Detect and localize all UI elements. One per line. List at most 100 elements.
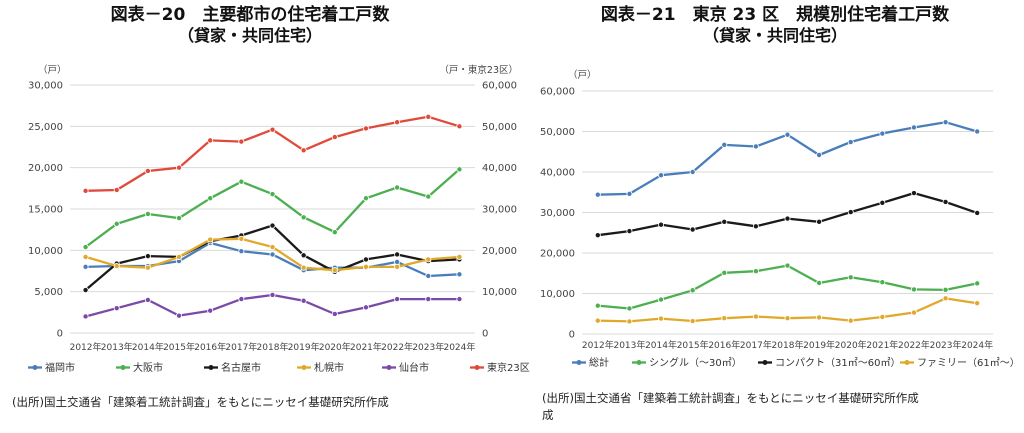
series-line-sendai	[85, 293, 460, 318]
x-tick-label: 2016年	[194, 341, 226, 353]
data-point	[82, 253, 89, 260]
data-point	[300, 297, 307, 304]
data-point	[974, 128, 981, 135]
data-point	[879, 279, 886, 286]
data-point	[82, 287, 89, 294]
data-point	[816, 218, 823, 225]
y-tick-label: 40,000	[540, 168, 575, 179]
legend-item-tokyo: 東京23区	[470, 361, 530, 374]
data-point	[784, 315, 791, 322]
x-tick-label: 2014年	[132, 341, 164, 353]
y-tick-label: 0	[57, 329, 63, 340]
y2-tick-label: 20,000	[482, 246, 517, 257]
series-nagoya	[82, 222, 463, 294]
x-tick-label: 2017年	[225, 341, 257, 353]
data-point	[658, 296, 665, 303]
data-point	[207, 137, 214, 144]
data-point	[658, 315, 665, 322]
y-tick-label: 30,000	[540, 208, 575, 219]
legend-marker	[474, 365, 480, 370]
series-line-osaka	[84, 168, 461, 248]
data-point	[626, 305, 633, 312]
y-tick-label: 60,000	[540, 87, 575, 98]
x-tick-label: 2021年	[350, 341, 382, 353]
data-point	[626, 318, 633, 325]
data-point	[879, 199, 886, 206]
data-point	[910, 309, 917, 316]
legend-label: 総計	[589, 356, 609, 369]
x-tick-label: 2018年	[257, 341, 289, 353]
data-point	[113, 186, 120, 193]
data-point	[974, 209, 981, 216]
data-point	[626, 228, 633, 235]
data-point	[300, 252, 307, 259]
series-osaka	[82, 166, 463, 251]
data-point	[721, 141, 728, 148]
legend-item-compact: コンパクト（31㎡～60㎡）	[758, 357, 900, 369]
data-point	[331, 267, 338, 274]
data-point	[176, 312, 183, 319]
legend-item-sapporo: 札幌市	[297, 361, 344, 374]
legend-item-osaka: 大阪市	[116, 361, 163, 374]
data-point	[910, 190, 917, 197]
y-tick-label: 20,000	[28, 163, 63, 174]
legend-label: 名古屋市	[221, 361, 261, 374]
data-point	[82, 263, 89, 270]
chart21-subtitle: （貸家・共同住宅）	[703, 26, 847, 45]
data-point	[113, 263, 120, 270]
data-point	[82, 313, 89, 320]
series-family	[594, 295, 981, 325]
legend-label: 札幌市	[314, 361, 344, 374]
data-point	[425, 272, 432, 279]
y-tick-label: 0	[569, 330, 575, 341]
data-point	[394, 263, 401, 270]
legend-label: ファミリー（61㎡～）	[917, 357, 1020, 369]
data-point	[238, 296, 245, 303]
legend-label: 大阪市	[133, 361, 163, 374]
chart20-plot: 0 5,000 10,000 15,000 20,000 25,000 30,000 0 10,…	[28, 81, 530, 374]
legend-marker	[301, 365, 307, 370]
y-tick-label: 10,000	[540, 289, 575, 300]
data-point	[816, 314, 823, 321]
legend-marker	[636, 360, 642, 365]
legend-label: コンパクト（31㎡～60㎡）	[775, 357, 900, 369]
data-point	[942, 119, 949, 126]
series-single	[594, 262, 981, 312]
x-tick-label: 2024年	[443, 341, 475, 353]
x-tick-label: 2023年	[412, 341, 444, 353]
series-sapporo	[82, 235, 463, 274]
data-point	[144, 253, 151, 260]
data-point	[394, 296, 401, 303]
data-point	[847, 317, 854, 324]
legend-marker	[120, 365, 126, 370]
data-point	[658, 172, 665, 179]
legend-marker	[208, 365, 214, 370]
data-point	[300, 214, 307, 221]
data-point	[394, 184, 401, 191]
data-point	[269, 126, 276, 133]
data-point	[456, 271, 463, 278]
legend-label: 福岡市	[45, 361, 75, 374]
series-compact	[594, 190, 981, 239]
data-point	[113, 220, 120, 227]
data-point	[238, 248, 245, 255]
legend-label: 東京23区	[487, 361, 530, 374]
y-tick-label: 50,000	[540, 127, 575, 138]
y2-tick-label: 0	[482, 329, 488, 340]
data-point	[82, 187, 89, 194]
data-point	[425, 256, 432, 263]
chart21-source-line-1: (出所)国土交通省「建築着工統計調査」をもとにニッセイ基礎研究所作成	[542, 391, 919, 405]
data-point	[721, 315, 728, 322]
data-point	[331, 310, 338, 317]
x-tick-label: 2015年	[163, 341, 195, 353]
data-point	[456, 166, 463, 173]
data-point	[456, 296, 463, 303]
legend-item-family: ファミリー（61㎡～）	[900, 357, 1020, 369]
data-point	[176, 215, 183, 222]
series-line-single	[597, 264, 978, 310]
data-point	[689, 287, 696, 294]
data-point	[300, 147, 307, 154]
x-tick-label: 2018年	[772, 339, 804, 351]
data-point	[784, 131, 791, 138]
